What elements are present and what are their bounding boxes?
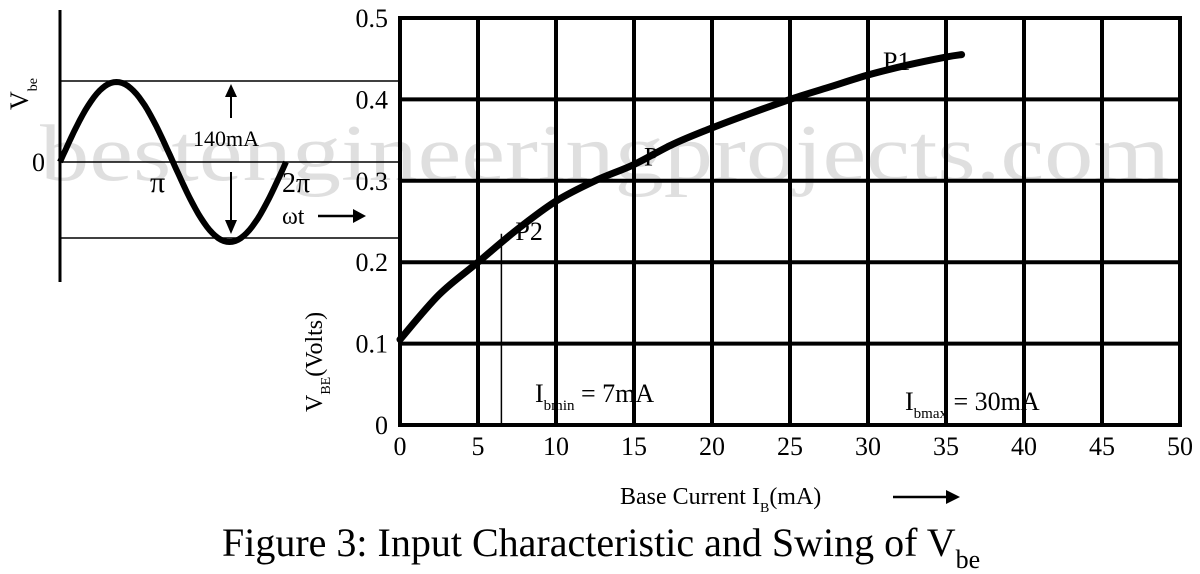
ibmin-tail: = 7mA [575, 379, 655, 408]
swing-y-label: Vbe [5, 78, 41, 110]
amplitude-down-arrow-icon [225, 172, 237, 234]
amplitude-up-arrow-icon [225, 84, 237, 118]
ibmin-main: I [535, 379, 544, 408]
ibmax-sub: bmax [914, 406, 948, 422]
swing-origin-label: 0 [32, 148, 45, 177]
x-tick-label: 45 [1089, 432, 1115, 461]
x-tick-label: 50 [1167, 432, 1193, 461]
ibmax-tail: = 30mA [947, 387, 1040, 416]
swing-pi-label: π [150, 166, 165, 199]
y-axis-label: VBE(Volts) [302, 312, 334, 412]
chart-frame [398, 16, 1182, 427]
x-axis-arrow-icon [893, 490, 960, 504]
characteristic-curve [396, 51, 966, 344]
x-tick-labels: 0 5 10 15 20 25 30 35 40 45 50 [394, 432, 1194, 461]
ibmin-annotation: Ibmin = 7mA [535, 379, 654, 414]
y-tick-label: 0.2 [356, 248, 389, 277]
y-tick-label: 0.3 [356, 167, 389, 196]
x-tick-label: 15 [621, 432, 647, 461]
point-label-p1: P1 [883, 47, 910, 76]
ibmin-sub: bmin [544, 398, 575, 414]
x-axis-label-sub: B [760, 501, 769, 516]
y-axis-label-main: V [302, 394, 328, 412]
ibmax-annotation: Ibmax = 30mA [905, 387, 1040, 422]
curve-layer [396, 51, 966, 344]
x-tick-label: 20 [699, 432, 725, 461]
swing-y-label-sub: be [26, 78, 41, 91]
point-label-p: P [644, 142, 658, 171]
ibmax-main: I [905, 387, 914, 416]
x-tick-label: 5 [472, 432, 485, 461]
y-axis-label-sub: BE [319, 377, 334, 395]
x-axis-label: Base Current IB(mA) [620, 484, 821, 516]
caption-main: Figure 3: Input Characteristic and Swing… [222, 520, 956, 565]
swing-2pi-label: 2π [282, 168, 310, 199]
y-axis-label-tail: (Volts) [302, 312, 328, 377]
y-tick-label: 0 [375, 411, 388, 440]
vbe-sine-wave [57, 78, 289, 246]
swing-y-label-main: V [5, 91, 34, 110]
x-tick-label: 25 [777, 432, 803, 461]
point-label-p2: P2 [515, 217, 542, 246]
x-tick-label: 0 [394, 432, 407, 461]
y-tick-label: 0.1 [356, 330, 389, 359]
x-axis-label-tail: (mA) [769, 484, 821, 510]
x-tick-label: 35 [933, 432, 959, 461]
y-tick-labels: 0 0.1 0.2 0.3 0.4 0.5 [356, 4, 389, 440]
x-tick-label: 10 [543, 432, 569, 461]
x-tick-label: 30 [855, 432, 881, 461]
y-tick-label: 0.4 [356, 85, 389, 114]
wt-arrow-icon [318, 209, 366, 223]
point-labels: P1 P P2 [515, 47, 910, 246]
plot-frame [398, 16, 1182, 427]
figure-caption: Figure 3: Input Characteristic and Swing… [222, 520, 980, 574]
vbe-swing-plot: 140mA 0 π 2π ωt Vbe [5, 10, 400, 282]
amplitude-label: 140mA [193, 126, 259, 151]
x-tick-label: 40 [1011, 432, 1037, 461]
caption-sub: be [956, 545, 981, 574]
watermark: bestengineeringprojects.com [40, 110, 1170, 198]
x-axis-label-main: Base Current I [620, 484, 760, 510]
swing-wt-label: ωt [282, 204, 305, 230]
y-tick-label: 0.5 [356, 4, 389, 33]
